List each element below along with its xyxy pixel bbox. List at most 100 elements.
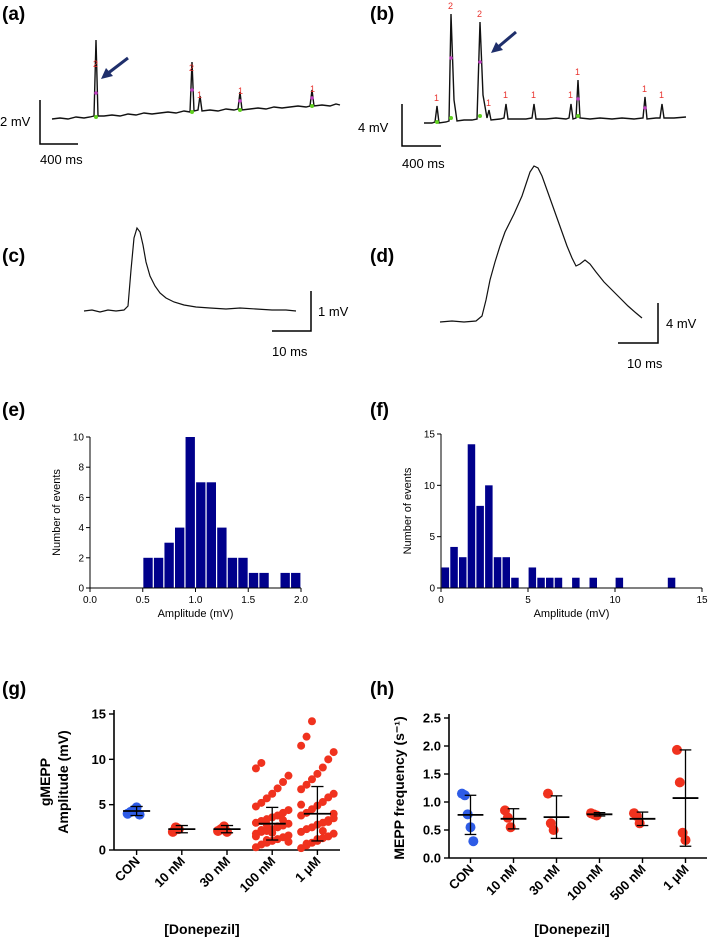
- peak-mark: 2: [448, 1, 453, 11]
- data-point: [468, 836, 479, 847]
- data-point: [324, 755, 333, 764]
- data-point: [318, 797, 327, 806]
- dotplot-h: 0.0 0.5 1.0 1.5 2.0 2.5 CON 10 nM 30 nM 100 nM 500…: [423, 711, 707, 904]
- data-point: [329, 829, 338, 838]
- data-point: [251, 764, 260, 773]
- trace-d: [439, 165, 643, 323]
- data-point: [329, 748, 338, 757]
- histogram-bar: [450, 546, 458, 588]
- data-point: [634, 818, 645, 829]
- data-point: [318, 826, 327, 835]
- y-tick-label: 6: [78, 493, 84, 504]
- peak-mark: 1: [531, 90, 536, 100]
- panel-c-label: (c): [2, 246, 25, 267]
- x-tick-label: 10 nM: [151, 854, 188, 891]
- y-tick-label: 8: [78, 463, 84, 474]
- y-tick-label: 0: [429, 584, 435, 595]
- x-tick-label: 1 μM: [292, 854, 324, 886]
- data-point: [257, 758, 266, 767]
- peak-marks-b: 1 2 2 1 1 1 1 1 1 1: [434, 1, 664, 124]
- data-point: [671, 744, 682, 755]
- y-tick-label: 10: [92, 752, 106, 767]
- histogram-bar: [467, 444, 476, 588]
- data-point: [674, 777, 685, 788]
- histogram-e-ylabel: Number of events: [51, 469, 63, 556]
- scalebar-d-x: 10 ms: [627, 356, 663, 371]
- x-tick-label: 100 nM: [564, 862, 606, 904]
- arrow-b: [491, 30, 517, 53]
- histogram-bar: [217, 527, 227, 588]
- histogram-bar: [485, 485, 493, 588]
- y-tick-label: 4: [78, 523, 84, 534]
- dotplot-g-ylabel-line1: gMEPP: [37, 758, 53, 806]
- histogram-bar: [589, 577, 597, 588]
- x-tick-label: 100 nM: [237, 854, 279, 896]
- x-tick-label: CON: [446, 862, 477, 893]
- histogram-bar: [511, 577, 519, 588]
- y-tick-label: 0.0: [423, 851, 441, 866]
- y-tick-label: 0.5: [423, 823, 441, 838]
- scalebar-a-x: 400 ms: [40, 152, 83, 167]
- scalebar-b-x: 400 ms: [402, 156, 445, 171]
- histogram-bar: [143, 557, 153, 588]
- data-point: [307, 775, 316, 784]
- histogram-bar: [572, 577, 580, 588]
- data-point: [502, 812, 513, 823]
- histogram-f-ylabel: Number of events: [402, 467, 414, 554]
- x-tick-label: 0.0: [83, 595, 97, 606]
- histogram-bar: [502, 557, 510, 588]
- data-point: [262, 794, 271, 803]
- x-tick-label: 15: [696, 595, 708, 606]
- peak-mark: 1: [197, 90, 202, 100]
- panel-g-label: (g): [2, 679, 26, 700]
- scalebar-a-y: 2 mV: [0, 114, 31, 129]
- y-tick-label: 5: [99, 797, 106, 812]
- histogram-bar: [153, 557, 164, 588]
- histogram-bar: [206, 482, 216, 588]
- x-tick-label: 1.5: [241, 595, 255, 606]
- data-point: [279, 816, 288, 825]
- dotplot-h-xlabel: [Donepezil]: [534, 921, 609, 937]
- histogram-bar: [441, 567, 450, 588]
- histogram-bar: [528, 567, 537, 588]
- panel-e-label: (e): [2, 400, 25, 421]
- dotplot-g: 0 5 10 15 CON 10 nM 30 nM 100 nM 1 μM: [92, 707, 340, 896]
- peak-marks-a: 2 2 1 1 1: [93, 59, 315, 119]
- scalebar-c: [272, 291, 312, 332]
- x-tick-label: 2.0: [294, 595, 308, 606]
- data-point: [297, 800, 306, 809]
- data-point: [302, 732, 311, 741]
- x-tick-label: 500 nM: [607, 862, 649, 904]
- y-tick-label: 10: [73, 433, 85, 444]
- data-point: [505, 822, 516, 833]
- scalebar-b-y: 4 mV: [358, 120, 389, 135]
- x-tick-label: 10: [609, 595, 621, 606]
- y-tick-label: 10: [424, 481, 436, 492]
- histogram-bar: [280, 572, 290, 588]
- histogram-bar: [476, 505, 484, 588]
- data-point: [542, 788, 553, 799]
- data-point: [257, 798, 266, 807]
- histogram-bar: [259, 572, 269, 588]
- y-tick-label: 1.0: [423, 795, 441, 810]
- y-tick-label: 0: [99, 843, 106, 858]
- histogram-bar: [537, 577, 545, 588]
- histogram-bar: [554, 577, 563, 588]
- histogram-bar: [291, 572, 301, 588]
- histogram-bar: [459, 557, 467, 588]
- histogram-f: 0 5 10 15 0 5 10 15: [424, 430, 708, 607]
- peak-mark: 1: [503, 90, 508, 100]
- histogram-bar: [615, 577, 624, 588]
- x-tick-label: 5: [525, 595, 531, 606]
- data-point: [307, 717, 316, 726]
- histogram-bar: [227, 557, 238, 588]
- peak-mark: 1: [575, 67, 580, 77]
- histogram-bar: [175, 527, 185, 588]
- data-point: [262, 820, 271, 829]
- panel-h-label: (h): [370, 679, 394, 700]
- peak-mark: 1: [434, 93, 439, 103]
- y-tick-label: 2.5: [423, 711, 441, 726]
- x-tick-label: 1.0: [189, 595, 203, 606]
- x-tick-label: 1 μM: [660, 862, 692, 894]
